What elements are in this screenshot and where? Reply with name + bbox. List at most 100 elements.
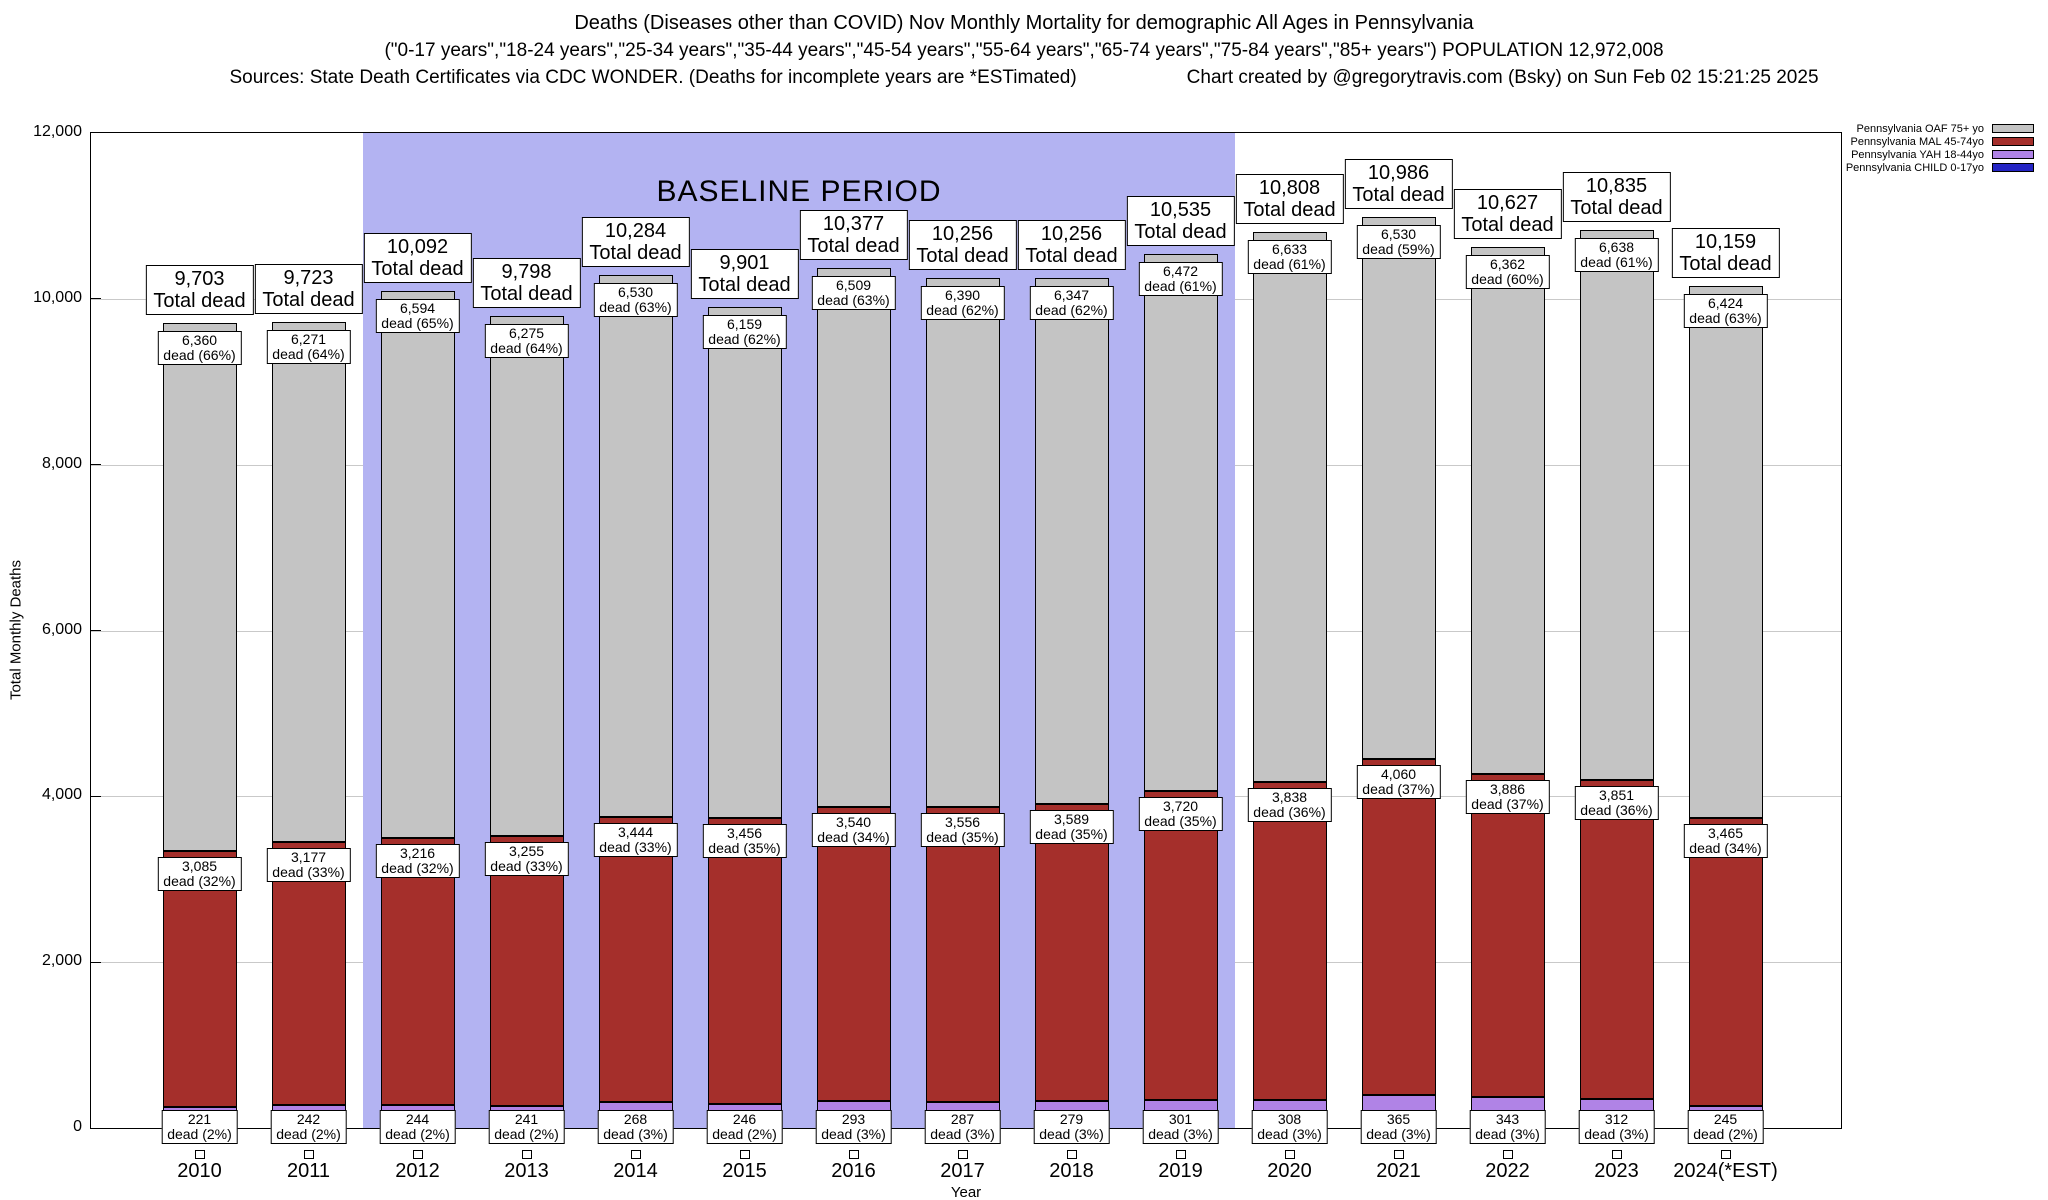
bar-segment-mal [1579, 779, 1654, 1100]
segment-value: 3,255 [508, 842, 545, 859]
segment-caption: dead (62%) [708, 331, 781, 348]
segment-caption: dead (3%) [1366, 1126, 1431, 1142]
bar-segment-mal [816, 807, 891, 1101]
segment-caption: dead (2%) [1693, 1126, 1758, 1142]
segment-value: 3,851 [1598, 786, 1635, 803]
bar-segment-mal [707, 817, 782, 1105]
segment-caption: dead (2%) [276, 1126, 341, 1142]
segment-value: 343 [1495, 1111, 1520, 1127]
chart-title-line3: Sources: State Death Certificates via CD… [0, 64, 2048, 91]
bar-segment-oaf [816, 267, 891, 808]
total-caption: Total dead [262, 288, 355, 311]
legend-swatch [1992, 163, 2034, 172]
y-tick-label: 12,000 [33, 123, 82, 140]
x-tick-label: 2020 [1267, 1160, 1312, 1182]
segment-value: 3,540 [835, 814, 872, 831]
segment-value: 3,085 [181, 857, 218, 874]
mal-segment-label: 4,060 dead (37%) [1356, 764, 1441, 799]
x-tick-label: 2023 [1594, 1160, 1639, 1182]
oaf-segment-label: 6,594 dead (65%) [375, 299, 460, 334]
segment-value: 6,347 [1053, 286, 1090, 303]
segment-caption: dead (63%) [599, 299, 672, 316]
total-label: 10,627 Total dead [1453, 188, 1562, 239]
yah-segment-label: 246 dead (2%) [706, 1110, 783, 1144]
segment-caption: dead (2%) [494, 1126, 559, 1142]
segment-value: 268 [623, 1111, 648, 1127]
segment-caption: dead (3%) [1475, 1126, 1540, 1142]
child-label-box [1720, 1150, 1731, 1159]
segment-value: 6,530 [1380, 226, 1417, 243]
child-label-box [1175, 1150, 1186, 1159]
segment-caption: dead (3%) [603, 1126, 668, 1142]
oaf-segment-label: 6,638 dead (61%) [1574, 237, 1659, 272]
segment-caption: dead (3%) [821, 1126, 886, 1142]
x-tick-label: 2012 [395, 1160, 440, 1182]
x-tick-label: 2024(*EST) [1673, 1160, 1778, 1182]
yah-segment-label: 287 dead (3%) [924, 1110, 1001, 1144]
segment-value: 301 [1168, 1111, 1193, 1127]
bar-segment-mal [271, 841, 346, 1106]
legend-swatch [1992, 137, 2034, 146]
oaf-segment-label: 6,271 dead (64%) [266, 329, 351, 364]
mal-segment-label: 3,851 dead (36%) [1574, 785, 1659, 820]
yah-segment-label: 245 dead (2%) [1687, 1110, 1764, 1144]
child-label-box [1393, 1150, 1404, 1159]
total-value: 10,284 [604, 220, 667, 243]
total-value: 10,092 [386, 236, 449, 259]
bar-segment-oaf [598, 275, 673, 817]
x-tick-label: 2015 [722, 1160, 767, 1182]
yah-segment-label: 242 dead (2%) [270, 1110, 347, 1144]
x-tick-label: 2016 [831, 1160, 876, 1182]
segment-caption: dead (37%) [1471, 796, 1544, 813]
segment-caption: dead (34%) [1689, 840, 1762, 857]
segment-value: 6,638 [1598, 238, 1635, 255]
segment-value: 6,275 [508, 324, 545, 341]
segment-caption: dead (33%) [490, 857, 563, 874]
segment-caption: dead (2%) [385, 1126, 450, 1142]
child-label-box [1502, 1150, 1513, 1159]
x-tick-label: 2022 [1485, 1160, 1530, 1182]
baseline-label: BASELINE PERIOD [656, 175, 942, 208]
total-label: 10,535 Total dead [1126, 196, 1235, 247]
child-label-box [848, 1150, 859, 1159]
x-tick-label: 2010 [177, 1160, 222, 1182]
y-tick-label: 2,000 [41, 952, 82, 970]
x-tick-label: 2019 [1158, 1160, 1203, 1182]
segment-caption: dead (61%) [1144, 278, 1217, 295]
segment-caption: dead (32%) [381, 859, 454, 876]
segment-value: 6,362 [1489, 255, 1526, 272]
segment-caption: dead (35%) [708, 839, 781, 856]
segment-value: 3,465 [1707, 825, 1744, 842]
segment-value: 3,444 [617, 823, 654, 840]
segment-caption: dead (36%) [1580, 801, 1653, 818]
total-label: 10,808 Total dead [1235, 173, 1344, 224]
mal-segment-label: 3,540 dead (34%) [811, 813, 896, 848]
segment-caption: dead (60%) [1471, 270, 1544, 287]
bar-segment-oaf [1361, 217, 1436, 759]
mal-segment-label: 3,444 dead (33%) [593, 822, 678, 857]
total-caption: Total dead [1025, 244, 1118, 267]
y-tick-label: 10,000 [33, 288, 82, 306]
oaf-segment-label: 6,159 dead (62%) [702, 315, 787, 350]
total-caption: Total dead [807, 234, 900, 257]
child-label-box [303, 1150, 314, 1159]
segment-value: 241 [514, 1111, 539, 1127]
mal-segment-label: 3,216 dead (32%) [375, 843, 460, 878]
bar-segment-oaf [707, 307, 782, 818]
mal-segment-label: 3,838 dead (36%) [1247, 787, 1332, 822]
total-label: 10,377 Total dead [799, 209, 908, 260]
segment-caption: dead (2%) [712, 1126, 777, 1142]
segment-value: 293 [841, 1111, 866, 1127]
bar-segment-mal [1470, 774, 1545, 1097]
total-caption: Total dead [1134, 221, 1227, 244]
total-value: 10,535 [1149, 199, 1212, 222]
total-caption: Total dead [1679, 252, 1772, 275]
segment-value: 279 [1059, 1111, 1084, 1127]
oaf-segment-label: 6,360 dead (66%) [157, 331, 242, 366]
segment-value: 3,886 [1489, 781, 1526, 798]
legend-item-label: Pennsylvania OAF 75+ yo [1856, 122, 1985, 135]
oaf-segment-label: 6,509 dead (63%) [811, 275, 896, 310]
mal-segment-label: 3,465 dead (34%) [1683, 824, 1768, 859]
total-label: 10,284 Total dead [581, 217, 690, 268]
yah-segment-label: 343 dead (3%) [1469, 1110, 1546, 1144]
